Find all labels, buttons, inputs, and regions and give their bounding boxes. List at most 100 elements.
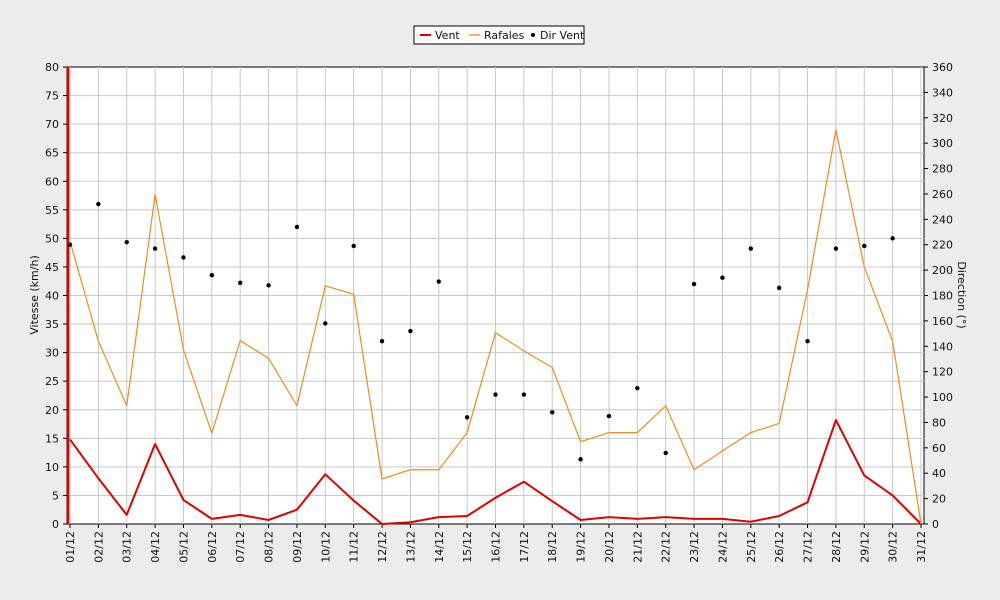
y2-tick-label-0: 0 xyxy=(932,518,939,531)
x-tick-label-28: 29/12 xyxy=(858,531,871,563)
point-dir-vent-17 xyxy=(550,410,555,415)
point-dir-vent-1 xyxy=(96,201,101,207)
x-tick-label-12: 13/12 xyxy=(404,531,417,563)
point-dir-vent-14 xyxy=(464,415,470,420)
point-dir-vent-28 xyxy=(862,243,867,249)
point-dir-vent-23 xyxy=(720,275,725,280)
y-tick-label-1: 5 xyxy=(52,489,59,502)
x-tick-label-9: 10/12 xyxy=(319,531,332,563)
grid-lines xyxy=(66,67,924,524)
y-tick-label-5: 25 xyxy=(45,375,59,388)
y2-tick-label-7: 140 xyxy=(932,340,953,353)
x-tick-label-25: 26/12 xyxy=(773,531,786,563)
y2-tick-label-16: 320 xyxy=(932,112,953,125)
x-tick-label-16: 17/12 xyxy=(518,531,531,563)
point-dir-vent-2 xyxy=(124,239,129,245)
x-tick-label-7: 08/12 xyxy=(263,531,276,563)
y2-tick-label-8: 160 xyxy=(932,315,953,328)
x-tick-label-15: 16/12 xyxy=(490,531,503,563)
y2-tick-label-18: 360 xyxy=(932,61,953,74)
y-tick-label-13: 65 xyxy=(45,147,59,160)
x-tick-label-24: 25/12 xyxy=(745,531,758,563)
y-axis-title: Vitesse (km/h) xyxy=(28,255,41,335)
y-tick-label-7: 35 xyxy=(45,318,59,331)
point-dir-vent-11 xyxy=(379,339,385,344)
left-axis: 0 5 10 15 20 25 30 35 40 45 50 55 60 65 70 75 80 xyxy=(45,61,67,531)
y2-tick-label-15: 300 xyxy=(932,137,953,150)
y2-tick-label-13: 260 xyxy=(932,188,953,201)
x-tick-label-3: 04/12 xyxy=(149,531,162,563)
point-dir-vent-27 xyxy=(833,246,839,251)
y-tick-label-11: 55 xyxy=(45,204,59,217)
point-dir-vent-25 xyxy=(776,285,782,291)
point-dir-vent-24 xyxy=(748,246,753,251)
y-tick-label-12: 60 xyxy=(45,175,59,188)
x-tick-label-11: 12/12 xyxy=(376,531,389,563)
x-tick-label-18: 19/12 xyxy=(575,531,588,563)
x-tick-label-2: 03/12 xyxy=(121,531,134,563)
y2-tick-label-2: 40 xyxy=(932,467,946,480)
point-dir-vent-26 xyxy=(805,339,810,344)
point-dir-vent-6 xyxy=(238,280,243,286)
x-tick-label-4: 05/12 xyxy=(177,531,190,563)
right-axis: 0 20 40 60 80 100 120 140 160 180 200 220 240 260 280 3… xyxy=(924,61,953,531)
x-tick-label-27: 28/12 xyxy=(830,531,843,563)
x-tick-label-29: 30/12 xyxy=(887,531,900,563)
y2-tick-label-6: 120 xyxy=(932,366,953,379)
legend-label-dir-vent: Dir Vent xyxy=(540,29,585,42)
x-axis: 01/12 02/12 03/12 04/12 05/12 06/12 07/12 08/12… xyxy=(64,524,928,563)
y2-tick-label-9: 180 xyxy=(932,290,953,303)
point-dir-vent-19 xyxy=(606,413,612,419)
point-dir-vent-22 xyxy=(691,281,697,287)
legend-label-vent: Vent xyxy=(435,29,460,42)
x-tick-label-6: 07/12 xyxy=(234,531,247,563)
x-tick-label-8: 09/12 xyxy=(291,531,304,563)
x-tick-label-17: 18/12 xyxy=(546,531,559,563)
x-tick-label-20: 21/12 xyxy=(631,531,644,563)
x-tick-label-23: 24/12 xyxy=(716,531,729,563)
point-dir-vent-20 xyxy=(635,385,640,391)
x-tick-label-10: 11/12 xyxy=(348,531,361,563)
x-tick-label-19: 20/12 xyxy=(603,531,616,563)
x-tick-label-21: 22/12 xyxy=(660,531,673,563)
y-tick-label-4: 20 xyxy=(45,404,59,417)
y-tick-label-2: 10 xyxy=(45,461,59,474)
y2-tick-label-5: 100 xyxy=(932,391,953,404)
point-dir-vent-29 xyxy=(890,236,895,241)
x-tick-label-1: 02/12 xyxy=(92,531,105,563)
y2-tick-label-12: 240 xyxy=(932,213,953,226)
point-dir-vent-0 xyxy=(67,242,73,247)
y-tick-label-16: 80 xyxy=(45,61,59,74)
x-tick-label-13: 14/12 xyxy=(433,531,446,563)
y2-tick-label-17: 340 xyxy=(932,86,953,99)
point-dir-vent-16 xyxy=(521,392,527,397)
y-tick-label-9: 45 xyxy=(45,261,59,274)
point-dir-vent-13 xyxy=(436,279,441,284)
x-tick-label-30: 31/12 xyxy=(915,531,928,563)
point-dir-vent-10 xyxy=(351,243,356,249)
y-tick-label-0: 0 xyxy=(52,518,59,531)
y2-tick-label-4: 80 xyxy=(932,416,946,429)
x-tick-label-14: 15/12 xyxy=(461,531,474,563)
point-dir-vent-7 xyxy=(266,283,271,288)
point-dir-vent-3 xyxy=(152,246,158,251)
x-tick-label-5: 06/12 xyxy=(206,531,219,563)
point-dir-vent-21 xyxy=(663,450,668,456)
point-dir-vent-15 xyxy=(493,392,498,397)
y2-tick-label-11: 220 xyxy=(932,239,953,252)
x-tick-label-0: 01/12 xyxy=(64,531,77,563)
point-dir-vent-8 xyxy=(294,224,300,230)
y-tick-label-6: 30 xyxy=(45,347,59,360)
legend: Vent Rafales Dir Vent xyxy=(413,25,585,45)
x-tick-label-22: 23/12 xyxy=(688,531,701,563)
legend-box xyxy=(413,25,585,45)
y-tick-label-8: 40 xyxy=(45,290,59,303)
series-layer xyxy=(67,129,922,525)
point-dir-vent-12 xyxy=(408,328,413,334)
x-tick-label-26: 27/12 xyxy=(802,531,815,563)
legend-label-rafales: Rafales xyxy=(484,29,525,42)
y2-tick-label-3: 60 xyxy=(932,442,946,455)
point-dir-vent-18 xyxy=(578,457,583,462)
